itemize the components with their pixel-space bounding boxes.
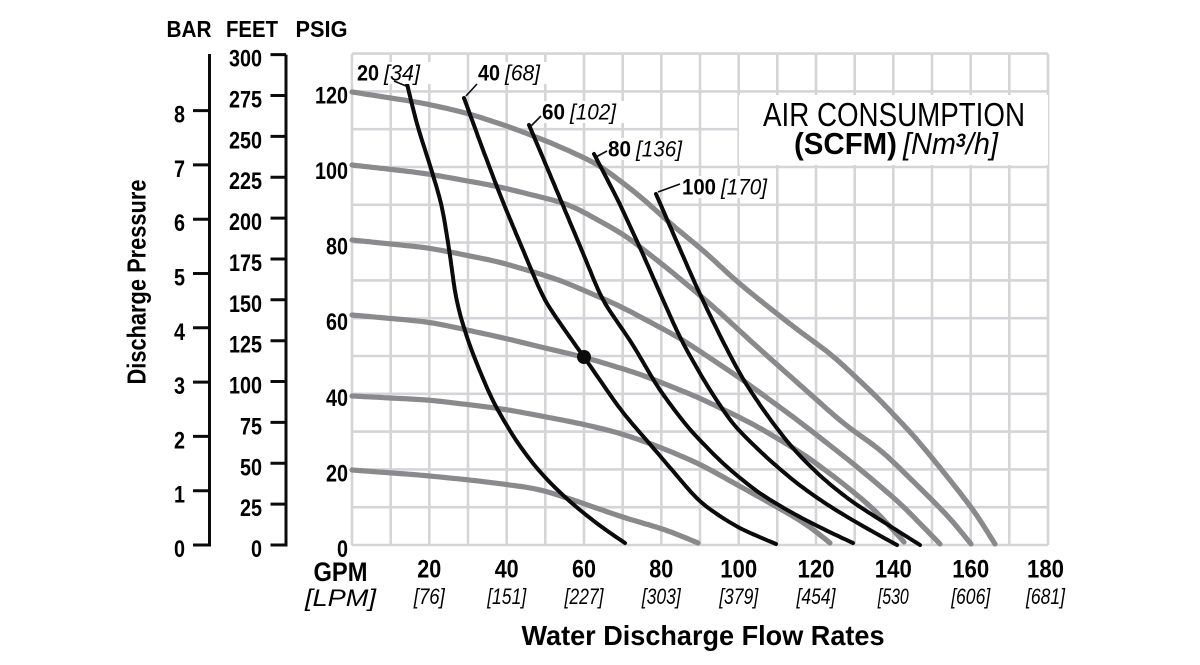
svg-text:FEET: FEET: [226, 16, 278, 42]
svg-text:AIR CONSUMPTION: AIR CONSUMPTION: [763, 96, 1025, 133]
svg-text:20: 20: [326, 460, 348, 487]
svg-text:60: 60: [326, 309, 348, 336]
svg-text:60: 60: [572, 556, 596, 584]
svg-text:25: 25: [240, 495, 262, 522]
svg-text:100: 100: [682, 175, 716, 200]
svg-text:[68]: [68]: [504, 61, 541, 86]
svg-text:160: 160: [952, 556, 989, 584]
svg-text:0: 0: [251, 536, 262, 563]
svg-text:(SCFM): (SCFM): [794, 126, 897, 161]
svg-text:120: 120: [798, 556, 835, 584]
svg-text:Discharge Pressure: Discharge Pressure: [122, 180, 152, 385]
svg-text:40: 40: [478, 61, 500, 86]
svg-text:5: 5: [174, 265, 185, 292]
svg-text:[151]: [151]: [486, 584, 526, 609]
svg-text:[227]: [227]: [564, 584, 604, 609]
svg-text:[76]: [76]: [413, 584, 446, 609]
svg-text:[606]: [606]: [950, 584, 990, 609]
svg-text:200: 200: [229, 209, 262, 236]
svg-text:[102]: [102]: [569, 100, 617, 125]
svg-text:80: 80: [649, 556, 673, 584]
svg-text:150: 150: [229, 291, 262, 318]
svg-text:140: 140: [875, 556, 912, 584]
svg-text:2: 2: [174, 427, 185, 454]
svg-text:225: 225: [229, 168, 262, 195]
svg-text:[LPM]: [LPM]: [304, 585, 378, 612]
svg-text:40: 40: [326, 385, 348, 412]
svg-text:0: 0: [174, 536, 185, 563]
svg-text:120: 120: [315, 82, 348, 109]
svg-text:6: 6: [174, 210, 185, 237]
svg-text:8: 8: [174, 102, 185, 129]
svg-text:[Nm3/h]: [Nm3/h]: [902, 126, 999, 161]
svg-text:50: 50: [240, 454, 262, 481]
svg-text:BAR: BAR: [167, 16, 212, 42]
svg-text:[530: [530: [877, 584, 909, 609]
svg-text:80: 80: [608, 137, 631, 162]
svg-text:60: 60: [542, 100, 565, 125]
svg-text:[681]: [681]: [1025, 584, 1065, 609]
svg-text:[379]: [379]: [718, 584, 758, 609]
svg-text:3: 3: [174, 373, 185, 400]
svg-text:80: 80: [326, 234, 348, 261]
svg-text:GPM: GPM: [314, 557, 368, 587]
svg-text:275: 275: [229, 87, 262, 114]
svg-text:0: 0: [337, 536, 348, 563]
svg-text:7: 7: [174, 156, 185, 183]
svg-text:180: 180: [1027, 556, 1064, 584]
svg-text:[454]: [454]: [796, 584, 836, 609]
svg-text:175: 175: [229, 250, 262, 277]
svg-text:[170]: [170]: [720, 175, 768, 200]
svg-text:1: 1: [174, 482, 185, 509]
svg-text:20: 20: [417, 556, 441, 584]
svg-text:300: 300: [229, 46, 262, 73]
svg-text:100: 100: [720, 556, 757, 584]
svg-text:4: 4: [174, 319, 186, 346]
svg-text:40: 40: [495, 556, 519, 584]
svg-text:250: 250: [229, 127, 262, 154]
svg-text:[136]: [136]: [635, 137, 683, 162]
svg-text:Water Discharge Flow Rates: Water Discharge Flow Rates: [522, 620, 885, 651]
svg-text:[303]: [303]: [641, 584, 681, 609]
svg-text:[34]: [34]: [383, 61, 421, 86]
svg-text:PSIG: PSIG: [296, 16, 348, 42]
svg-text:20: 20: [357, 61, 379, 86]
svg-text:100: 100: [315, 158, 348, 185]
svg-text:100: 100: [229, 373, 262, 400]
svg-text:75: 75: [240, 413, 262, 440]
svg-text:125: 125: [229, 332, 262, 359]
